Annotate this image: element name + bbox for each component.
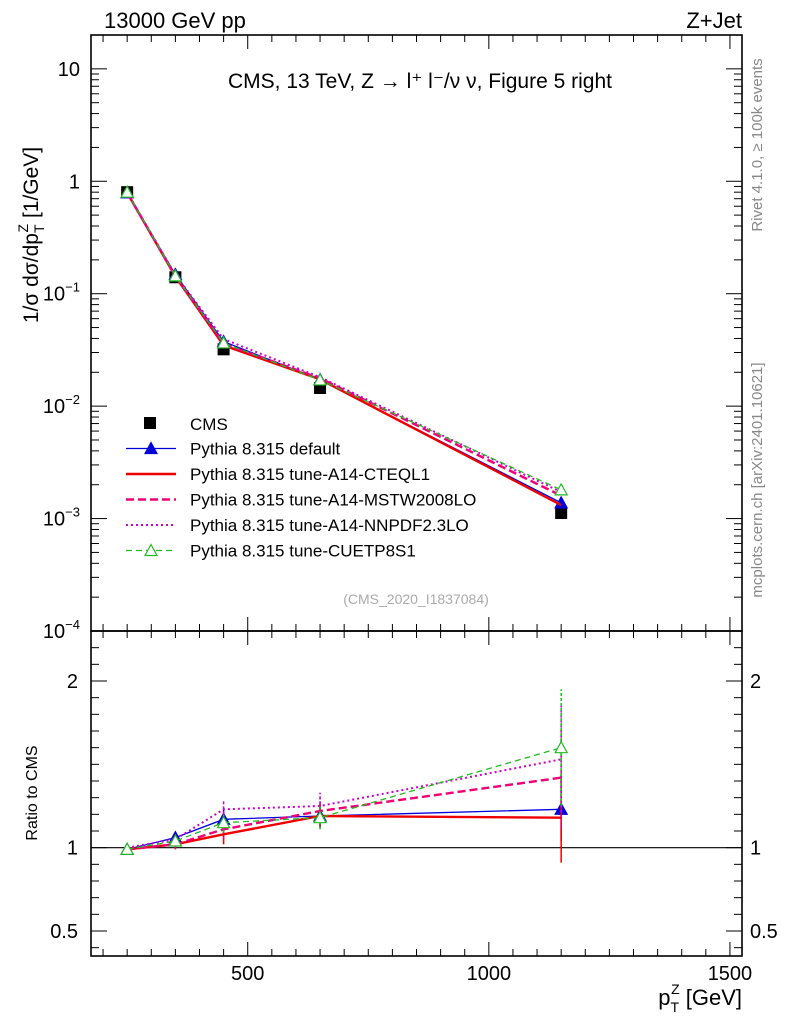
plot-data: [120, 184, 569, 863]
rivet-label: Rivet 4.1.0, ≥ 100k events: [749, 58, 766, 231]
ratio-marker-4: [168, 833, 183, 847]
axes-ticks: 500 1000 1500 10 1 10−1 10−2 10−3 10−4 0.5 0.5 1 1 2 2: [43, 34, 778, 985]
ratio-tick-label: 2: [67, 671, 78, 693]
x-tick-label: 1000: [467, 963, 512, 985]
y-tick-label: 10−3: [43, 505, 80, 531]
ratio-line-3: [126, 758, 562, 849]
ratio-marker-4: [216, 815, 231, 829]
ratio-tick-label: 1: [67, 838, 78, 860]
y-axis-label: 1/σ dσ/dpTZ [1/GeV]: [15, 147, 47, 323]
ratio-marker-4: [554, 740, 569, 754]
x-tick-label: 1500: [708, 963, 753, 985]
legend-label-0: Pythia 8.315 default: [190, 440, 341, 459]
legend: CMS Pythia 8.315 default Pythia 8.315 tune…: [126, 415, 476, 561]
main-plot-frame: [90, 34, 743, 632]
legend-label-2: Pythia 8.315 tune-A14-MSTW2008LO: [190, 491, 476, 510]
legend-swatch-cms: [144, 417, 156, 429]
header-right: Z+Jet: [686, 8, 742, 33]
series-marker-4: [313, 372, 328, 386]
series-marker-4: [216, 335, 231, 349]
y-tick-label: 10−1: [43, 280, 80, 306]
ratio-plot-frame: [90, 630, 743, 957]
ratio-tick-label-right: 0.5: [750, 921, 778, 943]
header-left: 13000 GeV pp: [104, 8, 246, 33]
ratio-marker-4: [313, 810, 328, 824]
ratio-tick-label: 0.5: [50, 921, 78, 943]
ratio-line-2: [127, 776, 562, 851]
analysis-watermark: (CMS_2020_I1837084): [343, 591, 489, 607]
ratio-marker-4: [120, 842, 135, 855]
y-tick-label: 1: [69, 171, 80, 193]
chart-title: CMS, 13 TeV, Z → l⁺ l⁻/ν ν, Figure 5 rig…: [228, 70, 612, 93]
x-tick-label: 500: [231, 963, 264, 985]
y-tick-label: 10−4: [43, 617, 80, 643]
series-marker-4: [168, 268, 183, 282]
series-marker-4: [120, 184, 135, 198]
series-marker-4: [554, 482, 569, 496]
legend-marker-4: [143, 543, 159, 557]
ratio-line-1: [127, 814, 562, 851]
series-line-4: [126, 191, 562, 491]
legend-label-3: Pythia 8.315 tune-A14-NNPDF2.3LO: [190, 516, 469, 535]
legend-label-1: Pythia 8.315 tune-A14-CTEQL1: [190, 465, 430, 484]
legend-marker-0: [143, 441, 159, 455]
legend-label-4: Pythia 8.315 tune-CUETP8S1: [190, 542, 416, 561]
y-tick-label: 10−2: [43, 392, 80, 418]
y-tick-label: 10: [58, 59, 80, 81]
ratio-tick-label-right: 1: [750, 838, 761, 860]
ratio-axis-label: Ratio to CMS: [24, 745, 41, 840]
ratio-line-4: [127, 747, 562, 850]
ratio-tick-label-right: 2: [750, 671, 761, 693]
mcplots-label: mcplots.cern.ch [arXiv:2401.10621]: [749, 362, 766, 597]
x-axis-label: pTZ [GeV]: [658, 981, 742, 1015]
data-point-cms: [555, 507, 568, 520]
legend-label-cms: CMS: [190, 415, 228, 434]
